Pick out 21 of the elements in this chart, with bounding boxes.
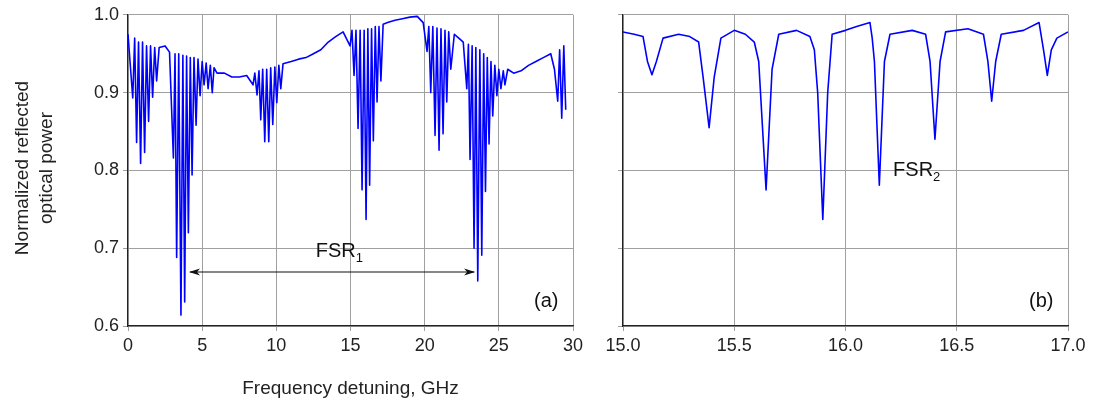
annotation: (b) <box>1029 288 1054 311</box>
y-axis-title: Normalized reflected optical power <box>10 79 57 258</box>
x-tick-label: 10 <box>266 334 287 355</box>
x-axis-title: Frequency detuning, GHz <box>242 376 459 398</box>
y-tick-label: 0.8 <box>93 159 119 180</box>
x-tick-label: 17.0 <box>1050 334 1086 355</box>
y-tick-label: 1.0 <box>93 3 119 24</box>
x-tick-label: 5 <box>197 334 208 355</box>
x-tick-label: 30 <box>562 334 584 355</box>
x-tick-label: 15.5 <box>716 334 752 355</box>
x-tick-label: 25 <box>488 334 509 355</box>
annotation: (a) <box>534 288 559 311</box>
x-tick-label: 16.5 <box>939 334 975 355</box>
x-tick-label: 16.0 <box>827 334 864 355</box>
x-tick-label: 15 <box>340 334 361 355</box>
y-tick-label: 0.7 <box>93 237 119 258</box>
x-tick-label: 20 <box>414 334 435 355</box>
y-tick-label: 0.9 <box>93 81 119 102</box>
x-tick-label: 0 <box>122 334 134 355</box>
y-tick-label: 0.6 <box>93 314 119 335</box>
x-tick-label: 15.0 <box>605 334 641 355</box>
